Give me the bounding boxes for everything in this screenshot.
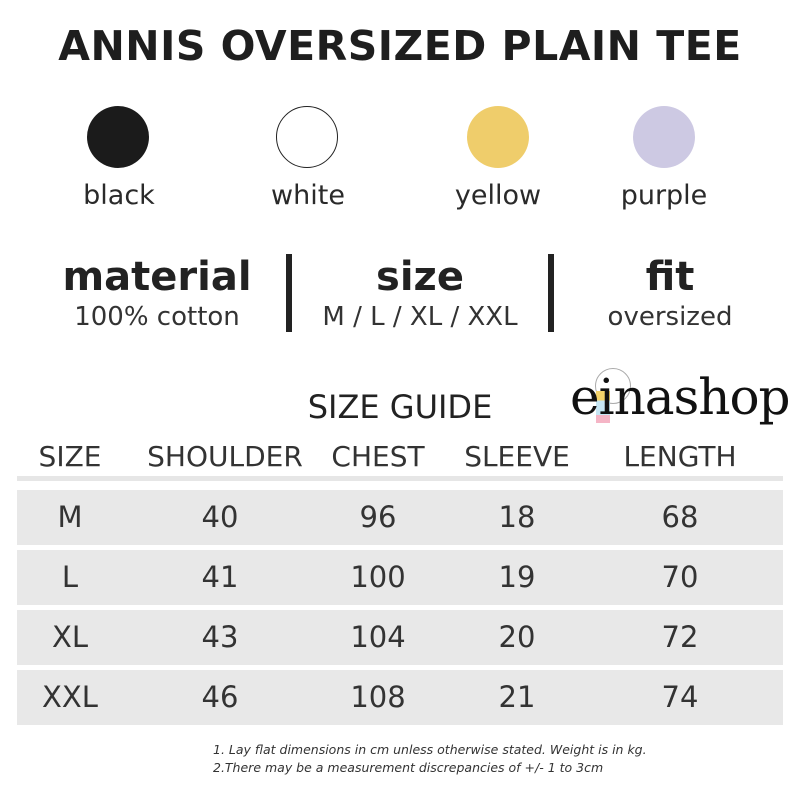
header-underline	[17, 476, 783, 481]
cell-shoulder: 43	[201, 620, 239, 654]
brand-logo: einashop	[570, 368, 791, 426]
table-row: XL 43 104 20 72	[17, 610, 783, 665]
logo-color-bar	[596, 391, 610, 423]
cell-length: 68	[661, 500, 699, 534]
cell-length: 74	[661, 680, 699, 714]
color-label: purple	[620, 180, 708, 211]
spec-value-material: 100% cotton	[74, 302, 240, 332]
cell-sleeve: 21	[498, 680, 536, 714]
cell-sleeve: 19	[498, 560, 536, 594]
color-swatch-white	[276, 106, 338, 168]
cell-chest: 104	[350, 620, 406, 654]
column-header: SHOULDER	[147, 440, 303, 473]
color-swatch-black	[87, 106, 149, 168]
cell-size: XXL	[42, 680, 98, 714]
product-title: ANNIS OVERSIZED PLAIN TEE	[58, 22, 742, 70]
color-swatch-purple	[633, 106, 695, 168]
cell-chest: 108	[350, 680, 406, 714]
cell-shoulder: 41	[201, 560, 239, 594]
cell-length: 70	[661, 560, 699, 594]
cell-shoulder: 46	[201, 680, 239, 714]
spec-heading-fit: fit	[645, 254, 695, 300]
column-header: LENGTH	[623, 440, 737, 473]
spec-value-size: M / L / XL / XXL	[322, 302, 518, 332]
spec-heading-material: material	[62, 254, 252, 300]
column-header: SLEEVE	[464, 440, 570, 473]
table-row: XXL 46 108 21 74	[17, 670, 783, 725]
cell-size: M	[57, 500, 83, 534]
cell-shoulder: 40	[201, 500, 239, 534]
color-label: yellow	[454, 180, 542, 211]
logo-ring-decoration	[595, 368, 631, 404]
column-header: SIZE	[38, 440, 102, 473]
cell-sleeve: 20	[498, 620, 536, 654]
color-label: black	[83, 180, 155, 211]
cell-chest: 100	[350, 560, 406, 594]
column-header: CHEST	[331, 440, 425, 473]
table-row: M 40 96 18 68	[17, 490, 783, 545]
size-guide-title: SIZE GUIDE	[307, 388, 493, 426]
color-label: white	[271, 180, 345, 211]
cell-size: XL	[51, 620, 89, 654]
table-row: L 41 100 19 70	[17, 550, 783, 605]
divider	[548, 254, 554, 332]
cell-sleeve: 18	[498, 500, 536, 534]
footnote: 1. Lay flat dimensions in cm unless othe…	[213, 742, 647, 757]
cell-size: L	[61, 560, 79, 594]
cell-length: 72	[661, 620, 699, 654]
divider	[286, 254, 292, 332]
cell-chest: 96	[359, 500, 397, 534]
footnote: 2.There may be a measurement discrepanci…	[213, 760, 604, 775]
spec-heading-size: size	[376, 254, 464, 300]
spec-value-fit: oversized	[607, 302, 733, 332]
color-swatch-yellow	[467, 106, 529, 168]
